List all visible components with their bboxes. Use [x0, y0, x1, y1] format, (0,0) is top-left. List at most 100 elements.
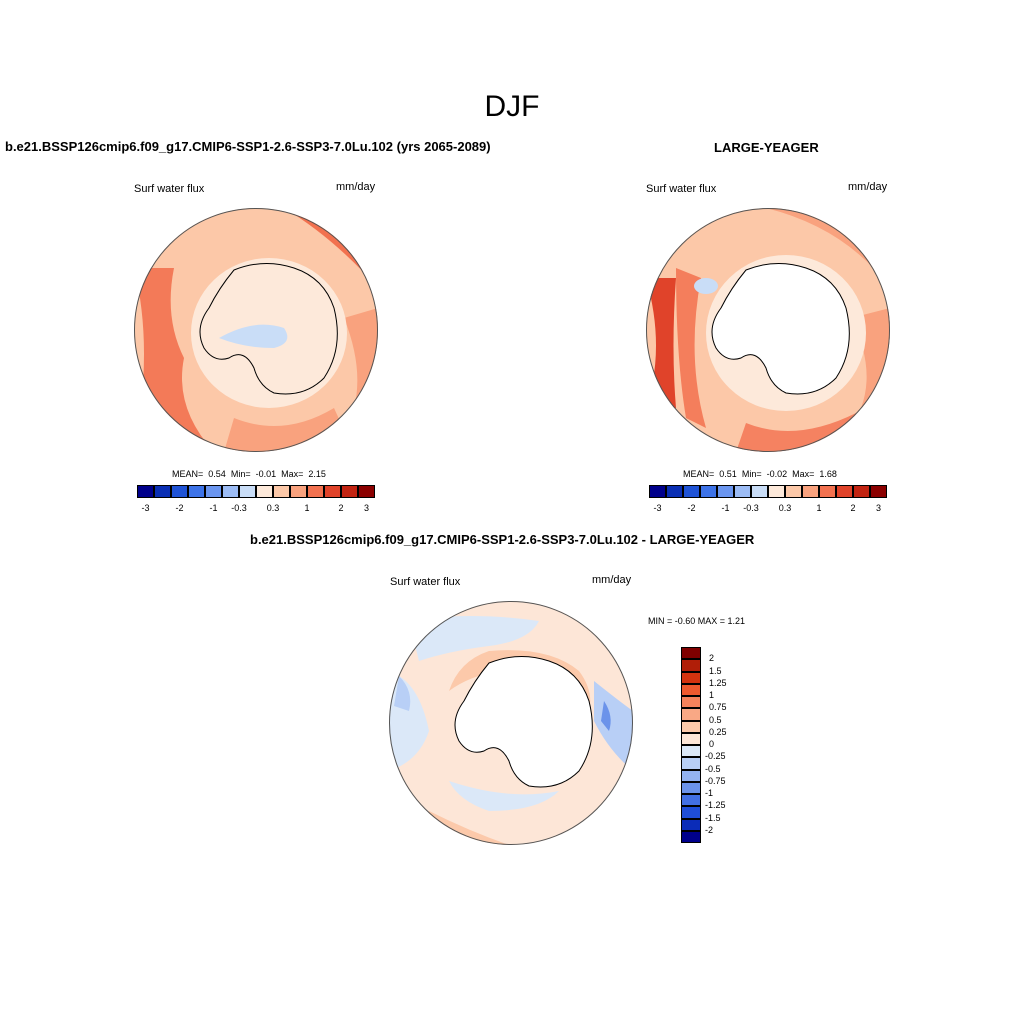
colorbar-swatch — [222, 485, 239, 498]
panel2-colorbar-labels: -3 -2 -1 -0.3 0.3 1 2 3 — [649, 503, 887, 515]
panel3-colorbar — [681, 647, 701, 843]
colorbar-swatch — [273, 485, 290, 498]
colorbar-tick-label: -2 — [705, 824, 714, 835]
panel1-colorbar-labels: -3 -2 -1 -0.3 0.3 1 2 3 — [137, 503, 375, 515]
colorbar-swatch — [683, 485, 700, 498]
colorbar-tick-label: 0.3 — [266, 503, 280, 513]
colorbar-swatch — [239, 485, 256, 498]
panel2-units-label: mm/day — [848, 181, 888, 193]
colorbar-tick-label: 0 — [709, 739, 715, 749]
panel2-mean-value: 0.51 — [719, 469, 737, 479]
colorbar-tick-label: -2 — [175, 503, 184, 513]
colorbar-tick-label: 1 — [304, 503, 310, 513]
colorbar-swatch — [188, 485, 205, 498]
panel1-mean-value: 0.54 — [208, 469, 226, 479]
colorbar-tick-label: -0.75 — [705, 775, 726, 786]
colorbar-swatch — [681, 647, 701, 660]
panel1-title: b.e21.BSSP126cmip6.f09_g17.CMIP6-SSP1-2.… — [5, 139, 491, 154]
colorbar-swatch — [717, 485, 734, 498]
colorbar-swatch — [836, 485, 853, 498]
panel3-units-label: mm/day — [592, 574, 632, 586]
colorbar-tick-label: 3 — [875, 503, 881, 513]
colorbar-swatch — [681, 781, 701, 794]
panel3-colorbar-labels: 2 1.5 1.25 1 0.75 0.5 0.25 0 -0.25 -0.5 -0.75 -1 -1.… — [705, 647, 765, 843]
colorbar-tick-label: -3 — [141, 503, 150, 513]
colorbar-swatch — [666, 485, 683, 498]
panel3-polar-map — [389, 601, 633, 845]
colorbar-swatch — [358, 485, 375, 498]
colorbar-swatch — [681, 745, 701, 758]
colorbar-tick-label: 2 — [709, 653, 715, 664]
colorbar-tick-label: 0.75 — [709, 702, 727, 713]
colorbar-swatch — [681, 769, 701, 782]
colorbar-tick-label: -1.25 — [705, 800, 726, 811]
panel1-units-label: mm/day — [336, 181, 376, 193]
panel2-max-label: Max= — [792, 469, 815, 479]
colorbar-swatch — [290, 485, 307, 498]
colorbar-swatch — [734, 485, 751, 498]
panel2-stats: MEAN= 0.51 Min= -0.02 Max= 1.68 — [683, 469, 837, 479]
colorbar-swatch — [870, 485, 887, 498]
colorbar-swatch — [853, 485, 870, 498]
colorbar-swatch — [768, 485, 785, 498]
panel1-mean-label: MEAN= — [172, 469, 204, 479]
panel2-mean-label: MEAN= — [683, 469, 715, 479]
panel1-colorbar — [137, 485, 375, 498]
panel1-min-value: -0.01 — [255, 469, 277, 479]
colorbar-swatch — [681, 806, 701, 819]
colorbar-tick-label: 0.25 — [709, 726, 727, 737]
panel3-variable-label: Surf water flux — [390, 576, 461, 588]
panel3-title: b.e21.BSSP126cmip6.f09_g17.CMIP6-SSP1-2.… — [250, 532, 755, 547]
panel3-antarctica-coastline — [454, 656, 593, 788]
colorbar-tick-label: -2 — [687, 503, 696, 513]
panel2-max-value: 1.68 — [819, 469, 837, 479]
colorbar-swatch — [681, 757, 701, 770]
panel2-antarctica-coastline — [711, 263, 850, 395]
colorbar-swatch — [681, 671, 701, 684]
colorbar-tick-label: 1 — [816, 503, 822, 513]
colorbar-swatch — [681, 830, 701, 843]
colorbar-tick-label: -1 — [721, 503, 730, 513]
colorbar-swatch — [681, 818, 701, 831]
colorbar-swatch — [205, 485, 222, 498]
colorbar-swatch — [341, 485, 358, 498]
colorbar-tick-label: 0.3 — [778, 503, 792, 513]
panel2-polar-map — [646, 208, 890, 452]
colorbar-swatch — [137, 485, 154, 498]
colorbar-tick-label: -0.3 — [743, 503, 759, 513]
colorbar-tick-label: 0.5 — [709, 714, 722, 725]
colorbar-swatch — [171, 485, 188, 498]
colorbar-swatch — [819, 485, 836, 498]
colorbar-tick-label: -1 — [209, 503, 218, 513]
panel1-min-label: Min= — [230, 469, 251, 479]
colorbar-tick-label: -1.5 — [705, 812, 721, 823]
colorbar-tick-label: -1 — [705, 788, 714, 798]
colorbar-swatch — [324, 485, 341, 498]
colorbar-swatch — [256, 485, 273, 498]
panel2-min-value: -0.02 — [766, 469, 788, 479]
colorbar-tick-label: 1.5 — [709, 665, 722, 676]
colorbar-swatch — [802, 485, 819, 498]
colorbar-tick-label: 3 — [363, 503, 369, 513]
panel1-antarctica-coastline — [199, 263, 338, 395]
panel1-polar-map — [134, 208, 378, 452]
colorbar-tick-label: -3 — [653, 503, 662, 513]
panel1-max-label: Max= — [281, 469, 304, 479]
colorbar-tick-label: 2 — [850, 503, 856, 513]
panel1-variable-label: Surf water flux — [134, 183, 205, 195]
colorbar-tick-label: 2 — [338, 503, 344, 513]
colorbar-tick-label: 1 — [709, 690, 715, 700]
panel3-minmax: MIN = -0.60 MAX = 1.21 — [648, 616, 746, 626]
colorbar-swatch — [649, 485, 666, 498]
colorbar-swatch — [681, 708, 701, 721]
colorbar-tick-label: -0.5 — [705, 763, 721, 774]
colorbar-tick-label: -0.25 — [705, 751, 726, 762]
panel1-max-value: 2.15 — [308, 469, 326, 479]
panel2-colorbar — [649, 485, 887, 498]
panel2-title: LARGE-YEAGER — [714, 140, 819, 155]
colorbar-swatch — [154, 485, 171, 498]
colorbar-swatch — [681, 794, 701, 807]
colorbar-tick-label: 1.25 — [709, 677, 727, 688]
colorbar-swatch — [751, 485, 768, 498]
colorbar-swatch — [681, 732, 701, 745]
